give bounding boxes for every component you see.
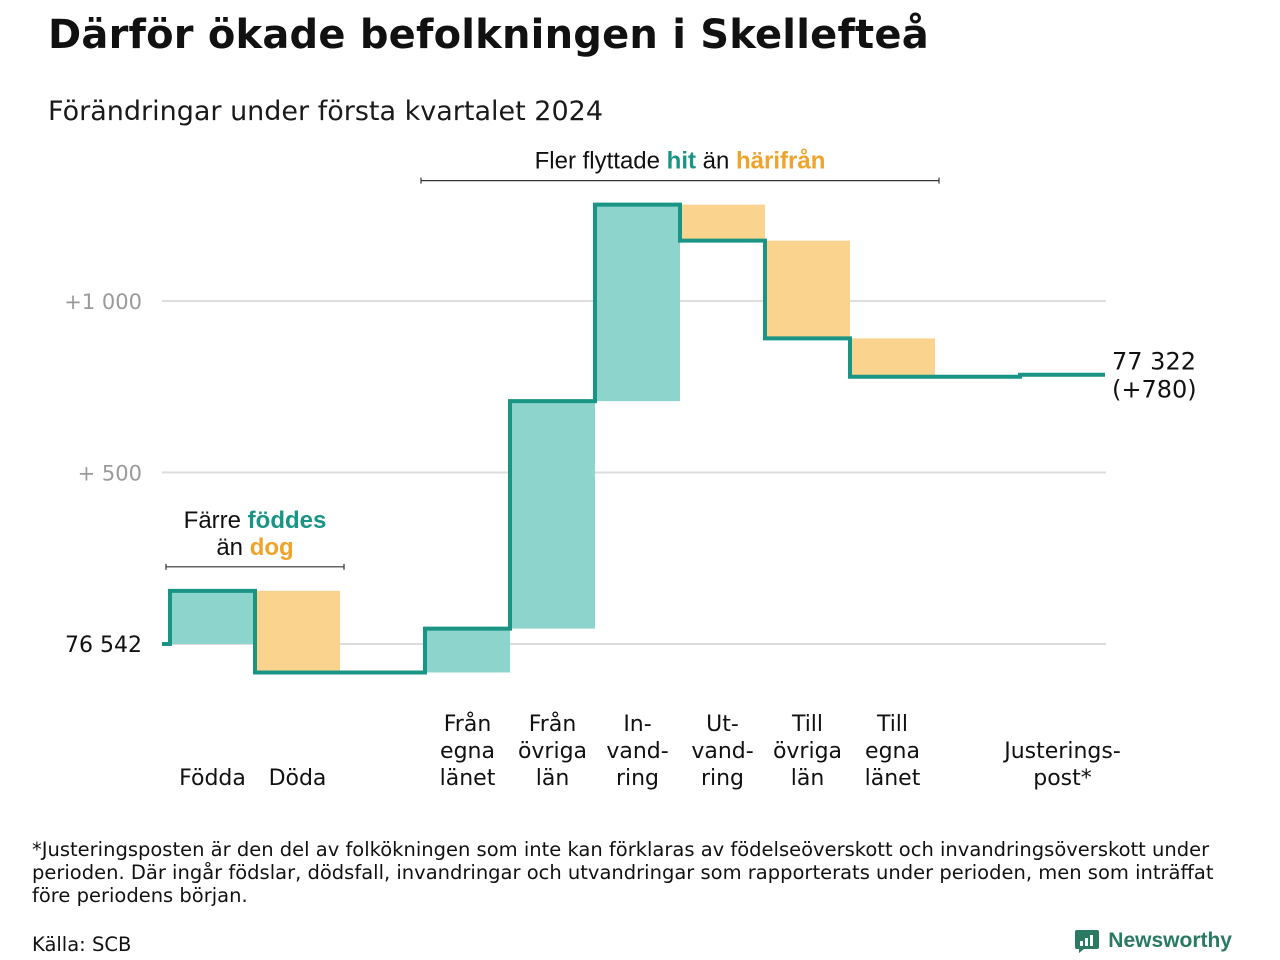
category-label: Justerings-: [1002, 739, 1121, 764]
newsworthy-logo-icon: [1075, 930, 1100, 953]
bar-Till egna länet: [850, 338, 935, 377]
bar-Till övriga län: [765, 240, 850, 339]
bar-Döda: [255, 590, 340, 673]
brand-name: Newsworthy: [1108, 929, 1232, 952]
y-tick-label: +1 000: [64, 290, 142, 314]
category-label: Från: [444, 711, 492, 737]
bar-Från övriga län: [510, 401, 595, 629]
bar-Från egna länet: [425, 628, 510, 673]
annotation-text-part: hit: [667, 148, 696, 175]
bars: [170, 204, 935, 673]
category-label: In-: [623, 712, 651, 737]
brand-logo: Newsworthy: [1074, 928, 1232, 954]
annotation-text: Färre föddes: [184, 507, 327, 534]
category-label: övriga: [773, 739, 842, 764]
category-label: egna: [440, 739, 495, 764]
footnote: *Justeringsposten är den del av folkökni…: [32, 838, 1214, 907]
end-value-label: 77 322: [1112, 348, 1196, 376]
category-label: egna: [865, 739, 920, 764]
category-label: Till: [876, 712, 908, 737]
annotation-text: än dog: [216, 534, 293, 561]
category-label: län: [791, 766, 825, 791]
category-label: Ut-: [706, 712, 739, 737]
chart-title: Därför ökade befolkningen i Skellefteå: [48, 12, 929, 58]
category-label: ring: [616, 766, 659, 791]
category-label: vand-: [606, 739, 668, 764]
category-label: länet: [440, 766, 496, 791]
step-line: [162, 202, 1105, 675]
annotation-text-part: Fler flyttade: [535, 148, 667, 175]
annotation-text-part: än: [696, 148, 736, 175]
chart-subtitle: Förändringar under första kvartalet 2024: [48, 96, 604, 127]
category-label: Från: [529, 711, 577, 737]
annotation-text-part: dog: [250, 534, 294, 561]
annotation-text: Fler flyttade hit än härifrån: [535, 148, 826, 175]
category-label: Till: [791, 712, 823, 737]
category-label: vand-: [691, 739, 753, 764]
y-tick-label: + 500: [78, 462, 142, 486]
category-label: ring: [701, 766, 744, 791]
annotation-text-part: härifrån: [736, 148, 825, 175]
bar-Utvandring: [680, 204, 765, 241]
source-note: Källa: SCB: [32, 933, 132, 956]
category-label: övriga: [518, 739, 587, 764]
annotation-text-part: än: [216, 534, 249, 561]
annotation-text-part: Färre: [184, 507, 248, 534]
y-tick-label: 76 542: [65, 633, 142, 658]
category-label: länet: [865, 766, 921, 791]
cumulative-step-line: [162, 202, 1105, 675]
bar-Födda: [170, 590, 255, 644]
annotation-text-part: föddes: [248, 507, 327, 534]
bar-Invandring: [595, 204, 680, 402]
category-label: Födda: [179, 766, 246, 791]
end-value-label: (+780): [1112, 376, 1197, 404]
category-label: post*: [1033, 766, 1092, 791]
category-label: Döda: [269, 766, 327, 791]
category-label: län: [536, 766, 570, 791]
